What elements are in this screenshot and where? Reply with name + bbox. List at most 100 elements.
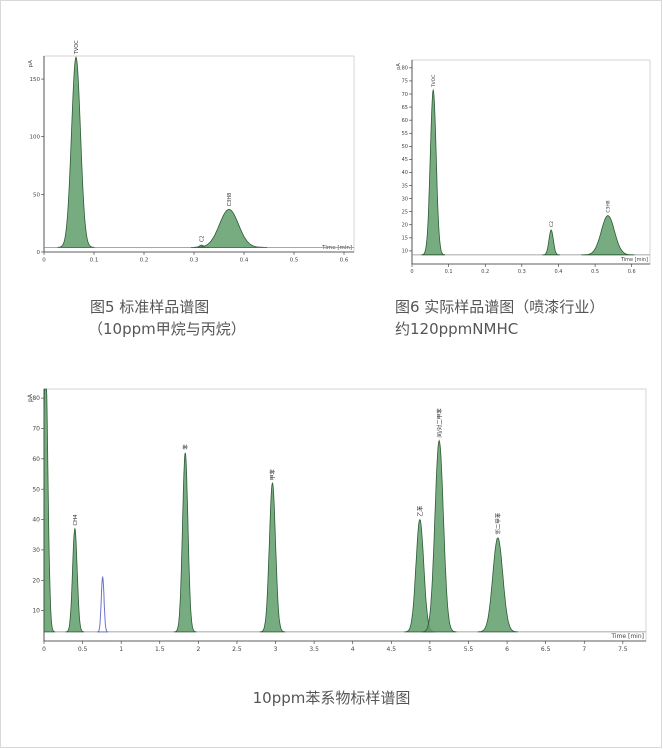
fig6-y-label: pA: [396, 63, 402, 70]
fig7-peak-label: CH4: [73, 514, 79, 526]
chart-fig6: 0 0.1 0.2 0.3 0.4 0.5 0.6 10 15 20 25 30 35 40 45 50 55 6…: [392, 50, 658, 280]
fig7-x-tick-label: 1: [119, 646, 123, 653]
fig6-caption-line1: 图6 实际样品谱图（喷漆行业）: [395, 298, 605, 316]
fig7-y-label: pA: [27, 393, 34, 402]
fig6-x-tick-label: 0.3: [518, 269, 526, 275]
fig6-x-tick-label: 0.2: [481, 269, 489, 275]
fig7-plot-area: [43, 388, 647, 642]
fig6-x-label: Time [min]: [620, 257, 648, 263]
fig6-peak-label: TVOC: [431, 75, 437, 88]
fig7-peak-label: 乙苯: [416, 505, 424, 517]
fig6-y-tick-label: 70: [402, 92, 408, 98]
fig6-y-tick-label: 25: [402, 209, 408, 215]
chart-fig5-svg: 0 0.1 0.2 0.3 0.4 0.5 0.6 0 50 100 150 pA Time [min]…: [28, 40, 355, 264]
fig7-x-tick-label: 6.5: [541, 646, 551, 653]
fig7-peak: [97, 575, 109, 633]
fig5-x-tick-label: 0.4: [240, 258, 249, 264]
fig7-peak-label: 间/对二甲苯: [435, 408, 443, 438]
fig7-peak: [174, 452, 197, 633]
fig7-x-tick-label: 3.5: [309, 646, 319, 653]
fig6-y-tick-label: 80: [402, 66, 408, 72]
fig7-peak: [65, 527, 85, 633]
fig7-peak-label: 苯: [181, 444, 189, 450]
fig6-peak-label: C2: [549, 221, 555, 227]
fig5-y-tick-label: 100: [30, 135, 41, 141]
fig7-x-tick-label: 0.5: [78, 646, 88, 653]
fig5-x-tick-label: 0.6: [340, 258, 349, 264]
fig7-peak-label: 邻二甲苯: [494, 512, 502, 535]
fig5-caption-line2: （10ppm甲烷与丙烷）: [88, 320, 246, 338]
fig6-x-tick-label: 0.6: [628, 269, 636, 275]
fig7-x-tick-label: 7: [582, 646, 586, 653]
fig7-caption-line: 10ppm苯系物标样谱图: [252, 689, 411, 707]
fig6-y-tick-label: 15: [402, 236, 408, 242]
chart-fig7-svg: 0 0.5 1 1.5 2 2.5 3 3.5 4 4.5 5 5.5 6 6.5 7 7.5 10 20 30 40…: [27, 388, 647, 653]
fig7-y-tick-label: 40: [32, 517, 40, 524]
fig7-y-tick-label: 30: [32, 547, 40, 554]
fig5-peak-label: C2: [199, 235, 205, 242]
fig7-y-tick-label: 10: [32, 608, 40, 615]
fig6-caption: 图6 实际样品谱图（喷漆行业） 约120ppmNMHC: [395, 296, 657, 340]
fig6-y-tick-label: 10: [402, 249, 408, 255]
fig6-y-tick-label: 55: [402, 131, 408, 137]
fig6-y-tick-label: 35: [402, 183, 408, 189]
fig5-y-label: pA: [28, 60, 34, 67]
fig6-y-tick-label: 30: [402, 196, 408, 202]
fig7-x-tick-label: 1.5: [155, 646, 165, 653]
fig7-x-tick-label: 4.5: [387, 646, 397, 653]
fig7-peak: [43, 388, 56, 633]
fig5-y-tick-label: 150: [30, 77, 41, 83]
fig5-plot-area: [43, 55, 355, 253]
fig5-y-tick-label: 50: [33, 192, 40, 198]
fig6-peak-label: C3H8: [606, 200, 612, 212]
fig7-x-tick-label: 2: [196, 646, 200, 653]
fig7-x-tick-label: 5: [428, 646, 432, 653]
fig5-y-tick-label: 0: [37, 250, 41, 256]
fig7-x-label: Time [min]: [610, 633, 644, 640]
fig7-y-tick-label: 50: [32, 486, 40, 493]
fig7-y-tick-label: 80: [32, 395, 40, 402]
fig5-peak: [191, 208, 267, 248]
fig6-x-tick-label: 0: [410, 269, 413, 275]
fig7-x-tick-label: 4: [351, 646, 355, 653]
fig7-peak: [421, 439, 457, 633]
fig6-y-tick-label: 75: [402, 79, 408, 85]
fig7-x-tick-label: 6: [505, 646, 509, 653]
fig6-y-tick-label: 20: [402, 223, 408, 229]
fig5-x-tick-label: 0.5: [290, 258, 299, 264]
fig6-peak: [581, 215, 635, 256]
fig6-y-tick-label: 45: [402, 157, 408, 163]
fig7-x-tick-label: 5.5: [464, 646, 474, 653]
fig6-y-tick-label: 40: [402, 170, 408, 176]
fig5-peak: [57, 56, 95, 248]
fig7-y-tick-label: 20: [32, 577, 40, 584]
fig7-y-tick-label: 70: [32, 426, 40, 433]
fig5-x-tick-label: 0: [42, 258, 46, 264]
fig6-x-tick-label: 0.5: [591, 269, 599, 275]
fig5-caption: 图5 标准样品谱图 （10ppm甲烷与丙烷）: [88, 296, 348, 340]
fig5-caption-line1: 图5 标准样品谱图: [90, 298, 210, 316]
fig6-caption-line2: 约120ppmNMHC: [395, 320, 519, 338]
fig6-peak: [542, 229, 560, 256]
chart-fig6-svg: 0 0.1 0.2 0.3 0.4 0.5 0.6 10 15 20 25 30 35 40 45 50 55 6…: [396, 59, 651, 275]
fig5-x-tick-label: 0.1: [90, 258, 99, 264]
fig5-peak-label: TVOC: [74, 40, 80, 55]
fig5-x-label: Time [min]: [321, 245, 352, 251]
fig5-x-tick-label: 0.2: [140, 258, 149, 264]
fig7-x-tick-label: 0: [42, 646, 46, 653]
fig6-peak: [421, 88, 445, 256]
fig7-y-tick-label: 60: [32, 456, 40, 463]
fig6-x-tick-label: 0.1: [445, 269, 453, 275]
chart-fig7: 0 0.5 1 1.5 2 2.5 3 3.5 4 4.5 5 5.5 6 6.5 7 7.5 10 20 30 40…: [20, 385, 652, 675]
fig7-x-tick-label: 7.5: [618, 646, 628, 653]
fig5-x-tick-label: 0.3: [190, 258, 199, 264]
fig7-x-tick-label: 2.5: [232, 646, 242, 653]
fig6-x-tick-label: 0.4: [554, 269, 562, 275]
fig6-y-tick-label: 50: [402, 144, 408, 150]
fig7-caption: 10ppm苯系物标样谱图: [0, 687, 663, 709]
fig7-peak: [477, 537, 518, 633]
fig7-peak: [259, 481, 286, 633]
fig5-peak-label: C3H8: [227, 193, 233, 207]
fig7-peak-label: 甲苯: [269, 469, 277, 481]
